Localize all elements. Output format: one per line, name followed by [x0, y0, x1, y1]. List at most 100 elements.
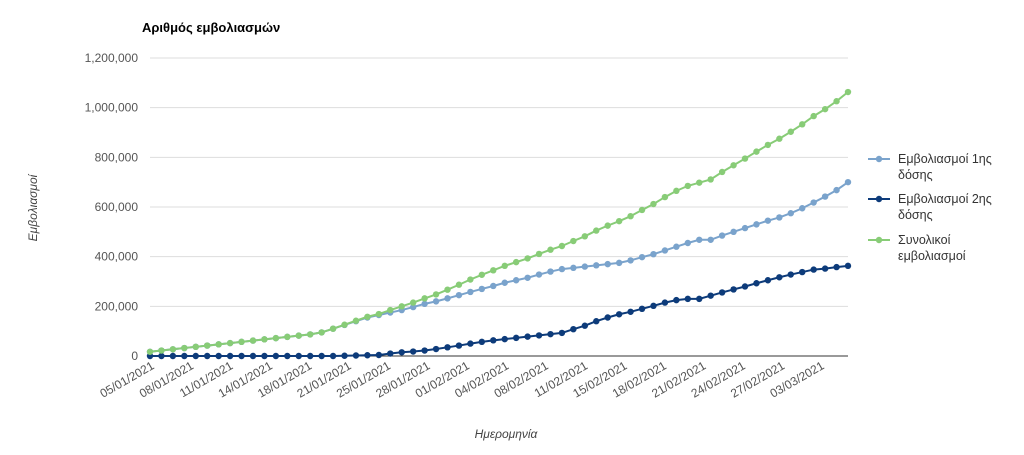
data-point[interactable]	[306, 352, 314, 360]
data-point[interactable]	[673, 187, 680, 195]
data-point[interactable]	[833, 98, 840, 105]
data-point[interactable]	[593, 227, 600, 234]
data-point[interactable]	[730, 228, 737, 236]
data-point[interactable]	[696, 236, 703, 243]
data-point[interactable]	[627, 257, 634, 264]
data-point[interactable]	[684, 295, 692, 303]
data-point[interactable]	[490, 337, 497, 344]
data-point[interactable]	[432, 291, 440, 298]
data-point[interactable]	[799, 268, 806, 276]
data-point[interactable]	[341, 352, 348, 359]
data-point[interactable]	[638, 305, 646, 313]
data-point[interactable]	[650, 200, 657, 208]
data-point[interactable]	[467, 288, 474, 296]
data-point[interactable]	[833, 186, 840, 194]
data-point[interactable]	[821, 193, 829, 200]
data-point[interactable]	[455, 291, 463, 299]
data-point[interactable]	[398, 349, 405, 356]
data-point[interactable]	[192, 352, 199, 360]
data-point[interactable]	[512, 334, 520, 342]
data-point[interactable]	[661, 193, 669, 201]
data-point[interactable]	[615, 311, 623, 318]
data-point[interactable]	[707, 236, 714, 243]
data-point[interactable]	[158, 347, 165, 354]
data-point[interactable]	[615, 259, 623, 267]
data-point[interactable]	[627, 308, 634, 315]
data-point[interactable]	[512, 277, 520, 284]
data-point[interactable]	[329, 352, 337, 360]
data-point[interactable]	[673, 296, 680, 304]
data-point[interactable]	[215, 352, 222, 360]
data-point[interactable]	[799, 121, 806, 128]
data-point[interactable]	[741, 224, 749, 232]
data-point[interactable]	[684, 239, 692, 247]
data-point[interactable]	[295, 352, 302, 360]
data-point[interactable]	[741, 283, 749, 290]
data-point[interactable]	[501, 279, 508, 286]
data-point[interactable]	[467, 276, 474, 283]
data-point[interactable]	[558, 265, 566, 273]
data-point[interactable]	[204, 342, 211, 349]
data-point[interactable]	[535, 332, 543, 339]
data-point[interactable]	[593, 318, 600, 325]
data-point[interactable]	[810, 199, 817, 206]
data-point[interactable]	[455, 342, 463, 349]
data-point[interactable]	[421, 295, 428, 302]
data-point[interactable]	[776, 214, 783, 221]
data-point[interactable]	[707, 292, 714, 299]
data-point[interactable]	[409, 299, 417, 306]
legend-item[interactable]: Συνολικοί εμβολιασμοί	[868, 233, 966, 263]
data-point[interactable]	[444, 344, 451, 351]
data-point[interactable]	[272, 334, 280, 342]
data-point[interactable]	[570, 264, 577, 272]
data-point[interactable]	[444, 295, 451, 302]
data-point[interactable]	[375, 351, 383, 359]
data-point[interactable]	[844, 88, 852, 96]
data-point[interactable]	[696, 295, 703, 303]
data-point[interactable]	[741, 155, 749, 162]
data-point[interactable]	[490, 267, 497, 274]
data-point[interactable]	[478, 285, 486, 293]
data-point[interactable]	[181, 344, 188, 352]
data-point[interactable]	[329, 325, 337, 332]
data-point[interactable]	[272, 352, 280, 360]
data-point[interactable]	[604, 222, 611, 229]
data-point[interactable]	[615, 217, 623, 225]
data-point[interactable]	[638, 253, 646, 261]
data-point[interactable]	[432, 298, 440, 305]
data-point[interactable]	[787, 271, 794, 278]
data-point[interactable]	[581, 233, 589, 240]
data-point[interactable]	[707, 176, 714, 183]
data-point[interactable]	[753, 148, 760, 155]
data-point[interactable]	[547, 330, 554, 338]
data-point[interactable]	[467, 340, 474, 347]
data-point[interactable]	[764, 277, 772, 284]
data-point[interactable]	[650, 250, 657, 258]
data-point[interactable]	[409, 348, 417, 355]
data-point[interactable]	[684, 182, 692, 190]
data-point[interactable]	[535, 250, 543, 258]
data-point[interactable]	[730, 286, 737, 293]
legend-item[interactable]: Εμβολιασμοί 2ης δόσης	[868, 192, 992, 222]
data-point[interactable]	[753, 280, 760, 287]
data-point[interactable]	[341, 321, 348, 328]
data-point[interactable]	[604, 314, 611, 321]
data-point[interactable]	[204, 352, 211, 360]
data-point[interactable]	[547, 246, 554, 253]
data-point[interactable]	[478, 338, 486, 346]
data-point[interactable]	[821, 105, 829, 113]
data-point[interactable]	[249, 352, 257, 360]
data-point[interactable]	[581, 322, 589, 329]
data-point[interactable]	[638, 206, 646, 214]
data-point[interactable]	[169, 346, 177, 353]
data-point[interactable]	[261, 352, 268, 360]
data-point[interactable]	[810, 266, 817, 273]
data-point[interactable]	[661, 247, 669, 254]
data-point[interactable]	[833, 263, 840, 271]
data-point[interactable]	[238, 338, 245, 346]
data-point[interactable]	[444, 286, 451, 293]
data-point[interactable]	[364, 352, 371, 359]
data-point[interactable]	[409, 303, 417, 311]
data-point[interactable]	[535, 271, 543, 278]
data-point[interactable]	[158, 352, 165, 360]
